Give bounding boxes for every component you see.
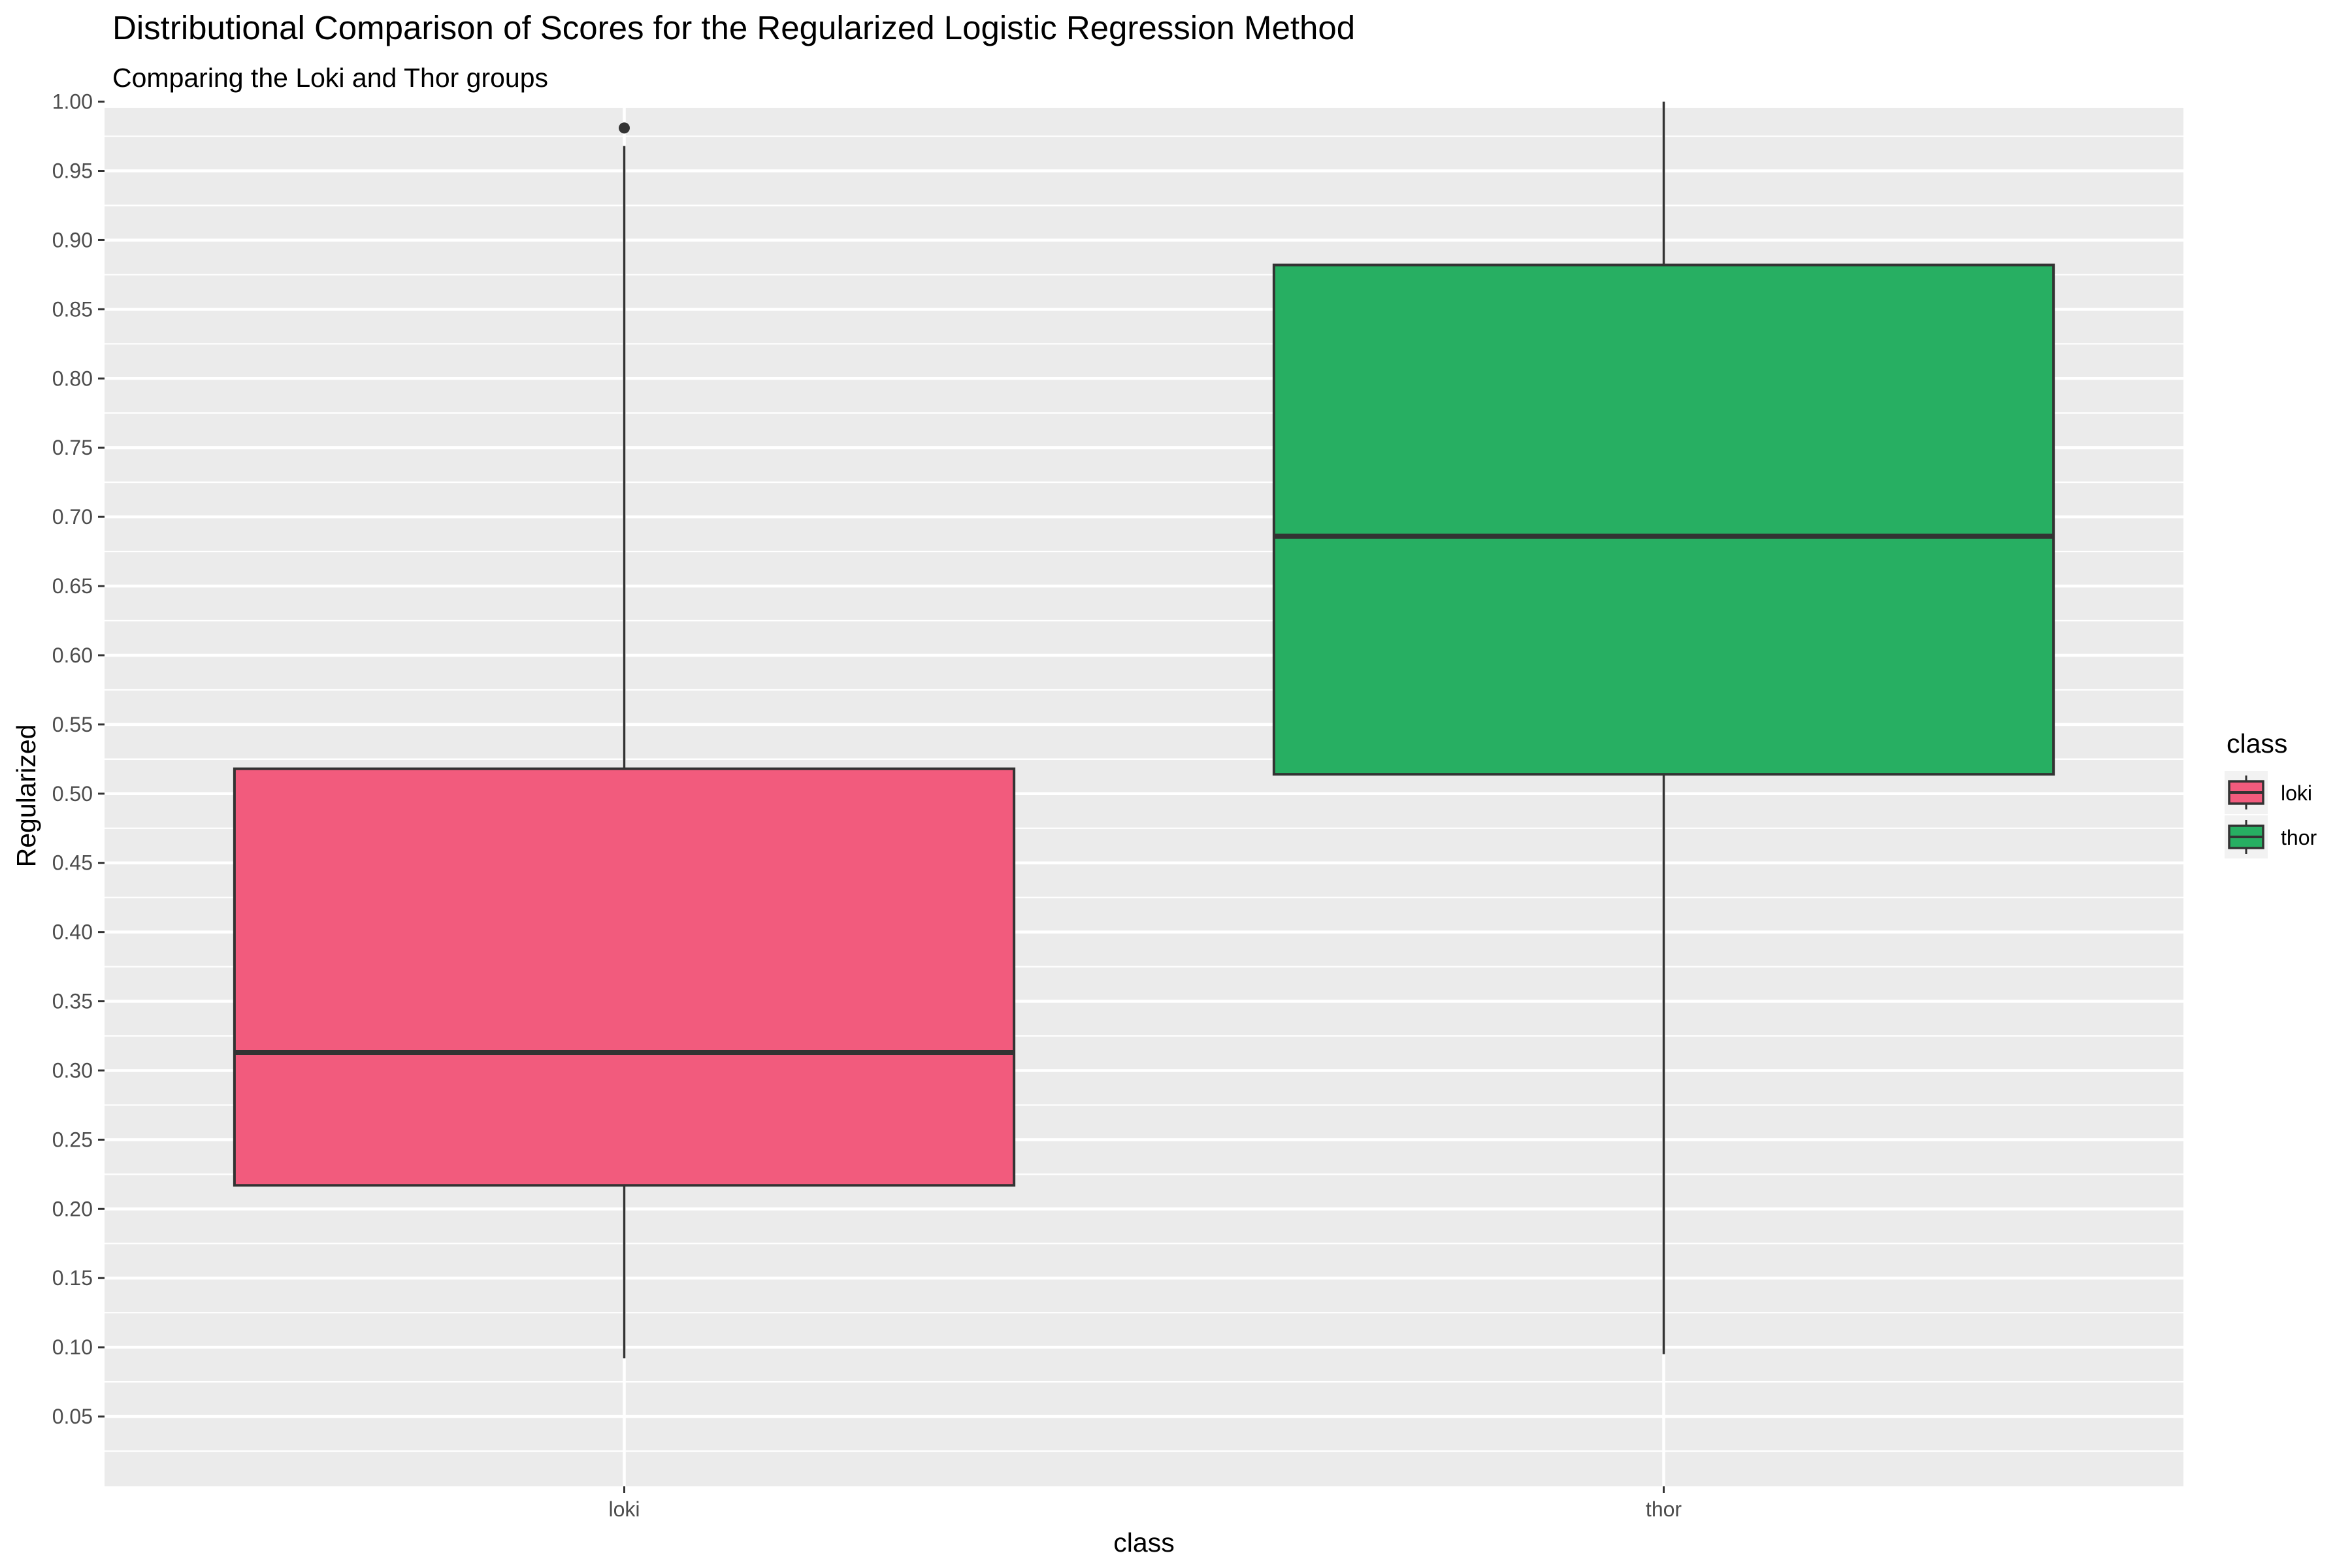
y-tick-label: 0.50 [52,782,93,806]
y-axis: 0.05 0.10 0.15 0.20 0.25 0.30 0.35 0.40 0.45 0.50… [52,90,105,1428]
y-tick-label: 0.45 [52,851,93,875]
legend: class loki thor [2225,728,2317,858]
y-tick-label: 1.00 [52,90,93,114]
y-tick-label: 0.95 [52,159,93,183]
y-axis-title: Regularized [11,725,41,868]
legend-label: thor [2281,826,2317,849]
legend-key-thor: thor [2225,815,2317,858]
y-tick-label: 0.40 [52,921,93,944]
legend-title: class [2227,728,2287,759]
y-tick-label: 0.25 [52,1128,93,1151]
boxes-layer [233,101,2055,1359]
y-tick-label: 0.65 [52,574,93,598]
y-tick-label: 0.85 [52,297,93,321]
y-tick-label: 0.30 [52,1058,93,1082]
x-tick-label: thor [1646,1497,1682,1521]
y-tick-label: 0.05 [52,1405,93,1428]
chart-subtitle: Comparing the Loki and Thor groups [112,63,548,93]
x-tick-label: loki [608,1497,640,1521]
box-body [233,767,1016,1187]
box-body [1272,263,2055,776]
y-tick-label: 0.80 [52,367,93,390]
legend-label: loki [2281,781,2312,805]
box-loki [233,122,1016,1359]
y-tick-label: 0.75 [52,436,93,459]
y-tick-label: 0.90 [52,228,93,252]
y-tick-label: 0.20 [52,1197,93,1220]
box-thor [1272,101,2055,1354]
legend-key-loki: loki [2225,771,2312,814]
chart-title: Distributional Comparison of Scores for … [112,9,1355,46]
x-axis: loki thor [608,1486,1682,1521]
outlier-point [619,122,630,134]
y-tick-label: 0.35 [52,990,93,1013]
y-tick-label: 0.70 [52,505,93,529]
y-tick-label: 0.55 [52,713,93,736]
y-tick-label: 0.10 [52,1335,93,1359]
x-axis-title: class [1113,1527,1174,1558]
y-tick-label: 0.60 [52,644,93,667]
y-tick-label: 0.15 [52,1266,93,1290]
